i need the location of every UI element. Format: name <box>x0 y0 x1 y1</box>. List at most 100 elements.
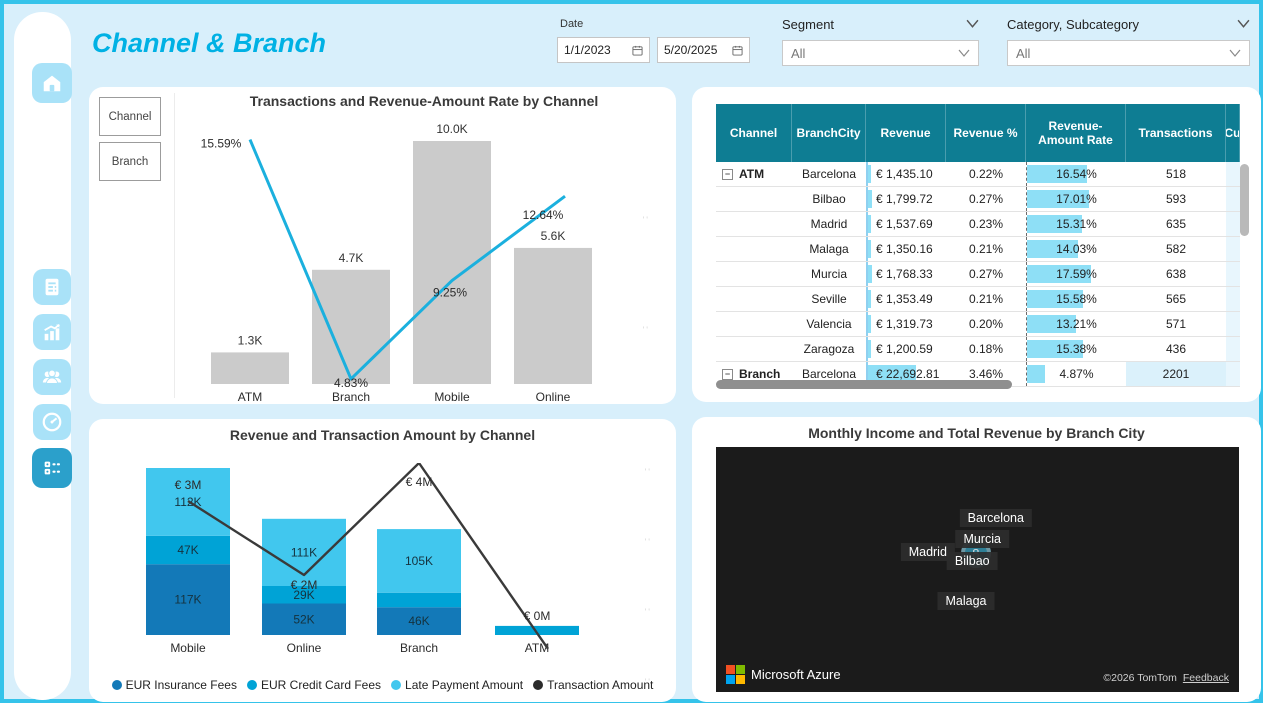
report-icon[interactable] <box>33 269 71 305</box>
city-cell: Zaragoza <box>803 342 855 356</box>
city-cell: Madrid <box>810 217 848 231</box>
stacked-chart-card: Revenue and Transaction Amount by Channe… <box>89 419 676 702</box>
table-row[interactable]: Madrid € 1,537.69 0.23% 15.31% 635 <box>716 212 1240 237</box>
chevron-down-icon <box>958 49 970 57</box>
map-city-label[interactable]: Barcelona <box>959 509 1032 528</box>
transactions-cell: 638 <box>1165 267 1187 281</box>
table-column-header[interactable]: Revenue % <box>946 104 1026 162</box>
table-row[interactable]: Valencia € 1,319.73 0.20% 13.21% 571 <box>716 312 1240 337</box>
people-icon[interactable] <box>33 359 71 395</box>
svg-text:47K: 47K <box>177 543 198 557</box>
azure-map[interactable]: Microsoft Azure ©2026 TomTom Feedback 8B… <box>716 447 1239 692</box>
axis-tick: '' <box>644 607 652 617</box>
table-column-header[interactable]: Channel <box>716 104 792 162</box>
category-dropdown-value: All <box>1016 45 1031 61</box>
growth-chart-icon[interactable] <box>33 314 71 350</box>
legend-item[interactable]: EUR Insurance Fees <box>111 678 237 692</box>
svg-text:Branch: Branch <box>332 390 370 404</box>
rate-cell: 14.03% <box>1026 237 1126 261</box>
legend-dot-icon <box>533 680 544 690</box>
svg-text:€ 0M: € 0M <box>524 609 551 623</box>
revenue-pct-cell: 3.46% <box>968 367 1004 381</box>
map-city-label[interactable]: Bilbao <box>946 551 998 570</box>
map-title: Monthly Income and Total Revenue by Bran… <box>808 425 1145 441</box>
table-column-header[interactable]: Cu <box>1226 104 1240 162</box>
channel-bookmark-button[interactable]: Channel <box>99 97 161 136</box>
table-row[interactable]: − ATM Barcelona € 1,435.10 0.22% 16.54% 518 <box>716 162 1240 187</box>
transactions-cell: 436 <box>1165 342 1187 356</box>
table-body: − ATM Barcelona € 1,435.10 0.22% 16.54% 518 Bil… <box>716 162 1240 387</box>
divider <box>174 93 175 398</box>
chevron-down-icon[interactable] <box>966 19 979 28</box>
chevron-down-icon[interactable] <box>1237 19 1250 28</box>
legend-item[interactable]: Transaction Amount <box>533 678 653 692</box>
vertical-scrollbar[interactable] <box>1240 164 1249 236</box>
transactions-cell: 571 <box>1165 317 1187 331</box>
truncated-cell <box>1226 237 1240 261</box>
table-row[interactable]: Zaragoza € 1,200.59 0.18% 15.38% 436 <box>716 337 1240 362</box>
horizontal-scrollbar[interactable] <box>716 380 1012 389</box>
table-row[interactable]: Bilbao € 1,799.72 0.27% 17.01% 593 <box>716 187 1240 212</box>
map-city-label[interactable]: Madrid <box>900 543 955 562</box>
svg-text:46K: 46K <box>408 614 429 628</box>
legend-dot-icon <box>246 680 257 690</box>
segment-dropdown-value: All <box>791 45 806 61</box>
axis-tick: '' <box>644 677 652 687</box>
svg-text:9.25%: 9.25% <box>433 286 467 300</box>
city-cell: Murcia <box>810 267 847 281</box>
calendar-icon <box>632 45 643 56</box>
rate-cell: 16.54% <box>1026 162 1126 186</box>
revenue-cell: € 1,319.73 <box>866 312 946 336</box>
category-slicer-label: Category, Subcategory <box>1007 17 1139 32</box>
branch-bookmark-button[interactable]: Branch <box>99 142 161 181</box>
svg-text:Online: Online <box>287 641 322 655</box>
svg-text:117K: 117K <box>174 593 201 607</box>
rate-cell: 13.21% <box>1026 312 1126 336</box>
axis-tick: '' <box>644 467 652 477</box>
combo-chart-plot[interactable]: 1.3K ATM 4.7K Branch 10.0K Mobile 5.6K Online 15… <box>174 112 674 404</box>
chart-legend: EUR Insurance Fees EUR Credit Card Fees La… <box>89 678 676 692</box>
svg-text:€ 3M: € 3M <box>175 478 202 492</box>
date-to-input[interactable]: 5/20/2025 <box>657 37 750 63</box>
home-icon[interactable] <box>32 63 72 103</box>
svg-text:10.0K: 10.0K <box>436 122 467 136</box>
axis-tick: '' <box>644 537 652 547</box>
city-cell: Seville <box>811 292 847 306</box>
svg-text:€ 4M: € 4M <box>406 475 433 489</box>
revenue-cell: € 1,768.33 <box>866 262 946 286</box>
svg-text:Branch: Branch <box>400 641 438 655</box>
map-city-label[interactable]: Murcia <box>955 530 1009 549</box>
map-city-label[interactable]: Malaga <box>937 592 995 611</box>
category-dropdown[interactable]: All <box>1007 40 1250 66</box>
revenue-cell: € 1,200.59 <box>866 337 946 361</box>
combo-chart-card: Channel Branch Transactions and Revenue-… <box>89 87 676 435</box>
channel-cell <box>716 212 792 236</box>
table-column-header[interactable]: Revenue-Amount Rate <box>1026 104 1126 162</box>
table-row[interactable]: Seville € 1,353.49 0.21% 15.58% 565 <box>716 287 1240 312</box>
truncated-cell <box>1226 362 1240 386</box>
collapse-icon[interactable]: − <box>722 368 733 380</box>
svg-text:4.83%: 4.83% <box>334 376 368 390</box>
table-column-header[interactable]: Transactions <box>1126 104 1226 162</box>
date-from-input[interactable]: 1/1/2023 <box>557 37 650 63</box>
gauge-icon[interactable] <box>33 404 71 440</box>
channel-cell <box>716 312 792 336</box>
list-settings-icon[interactable] <box>32 448 72 488</box>
table-row[interactable]: Malaga € 1,350.16 0.21% 14.03% 582 <box>716 237 1240 262</box>
truncated-cell <box>1226 312 1240 336</box>
stacked-chart-plot[interactable]: 117K47K112KMobile52K29K111KOnline46K105K… <box>119 463 659 668</box>
rate-cell: 15.38% <box>1026 337 1126 361</box>
table-row[interactable]: Murcia € 1,768.33 0.27% 17.59% 638 <box>716 262 1240 287</box>
legend-item[interactable]: Late Payment Amount <box>391 678 523 692</box>
segment-dropdown[interactable]: All <box>782 40 979 66</box>
truncated-cell <box>1226 287 1240 311</box>
table-header-row: Channel BranchCity Revenue Revenue % Revenue… <box>716 104 1240 162</box>
truncated-cell <box>1226 337 1240 361</box>
table-column-header[interactable]: BranchCity <box>792 104 866 162</box>
collapse-icon[interactable]: − <box>722 168 733 180</box>
feedback-link[interactable]: Feedback <box>1182 672 1229 684</box>
svg-text:ATM: ATM <box>525 641 549 655</box>
table-column-header[interactable]: Revenue <box>866 104 946 162</box>
legend-item[interactable]: EUR Credit Card Fees <box>246 678 381 692</box>
